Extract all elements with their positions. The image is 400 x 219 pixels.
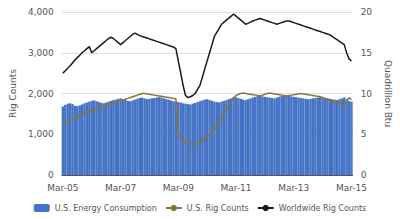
svg-text:2,000: 2,000	[28, 89, 54, 99]
svg-text:1,000: 1,000	[28, 129, 54, 139]
svg-text:Worldwide Rig Counts: Worldwide Rig Counts	[279, 204, 367, 213]
svg-text:Quadrillion Btu: Quadrillion Btu	[383, 60, 393, 127]
svg-text:Mar-07: Mar-07	[105, 183, 136, 193]
svg-text:Rig Counts: Rig Counts	[8, 69, 18, 118]
svg-text:15: 15	[361, 48, 372, 58]
svg-text:Mar-05: Mar-05	[47, 183, 78, 193]
svg-text:4,000: 4,000	[28, 7, 54, 17]
svg-text:Mar-15: Mar-15	[336, 183, 367, 193]
svg-text:0: 0	[48, 170, 54, 180]
svg-text:10: 10	[361, 89, 373, 99]
svg-text:Mar-09: Mar-09	[163, 183, 194, 193]
svg-text:Mar-13: Mar-13	[278, 183, 309, 193]
svg-text:U.S. Energy Consumption: U.S. Energy Consumption	[55, 204, 157, 213]
svg-text:Mar-11: Mar-11	[220, 183, 251, 193]
svg-text:0: 0	[361, 170, 367, 180]
svg-text:20: 20	[361, 7, 373, 17]
svg-text:3,000: 3,000	[28, 48, 54, 58]
svg-text:5: 5	[361, 129, 367, 139]
svg-text:U.S. Rig Counts: U.S. Rig Counts	[187, 204, 249, 213]
